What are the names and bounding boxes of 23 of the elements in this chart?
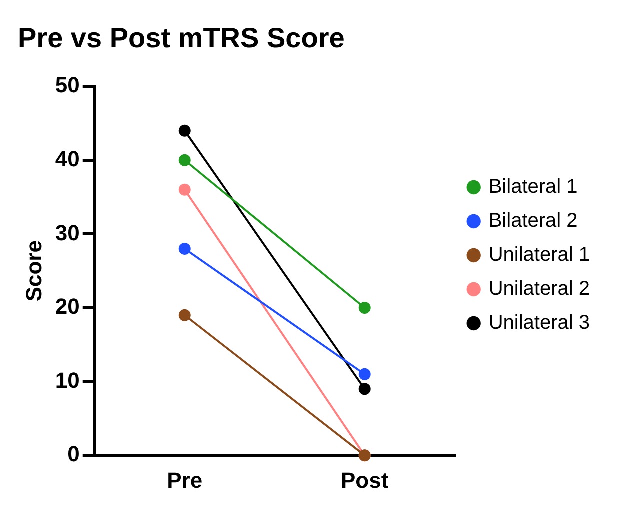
point <box>178 124 191 137</box>
x-tick-label: Pre <box>167 468 203 493</box>
point <box>178 184 191 196</box>
point <box>178 154 191 166</box>
chart-title: Pre vs Post mTRS Score <box>18 22 345 54</box>
point <box>178 309 191 322</box>
legend-label: Unilateral 1 <box>488 244 590 266</box>
legend-label: Bilateral 2 <box>488 210 578 232</box>
y-tick-label: 0 <box>68 442 80 467</box>
y-axis-title: Score <box>21 240 46 302</box>
y-tick-label: 30 <box>55 220 80 246</box>
point <box>358 368 371 380</box>
legend-label: Unilateral 3 <box>488 312 590 334</box>
y-tick-label: 20 <box>55 294 80 320</box>
x-tick-label: Post <box>341 468 390 493</box>
legend-label: Unilateral 2 <box>488 278 590 300</box>
y-tick-label: 50 <box>55 72 80 98</box>
legend-label: Bilateral 1 <box>488 176 578 198</box>
y-tick-label: 10 <box>55 368 80 393</box>
point <box>358 383 371 396</box>
point <box>178 242 191 255</box>
point <box>358 302 371 314</box>
y-tick-label: 40 <box>55 146 80 172</box>
